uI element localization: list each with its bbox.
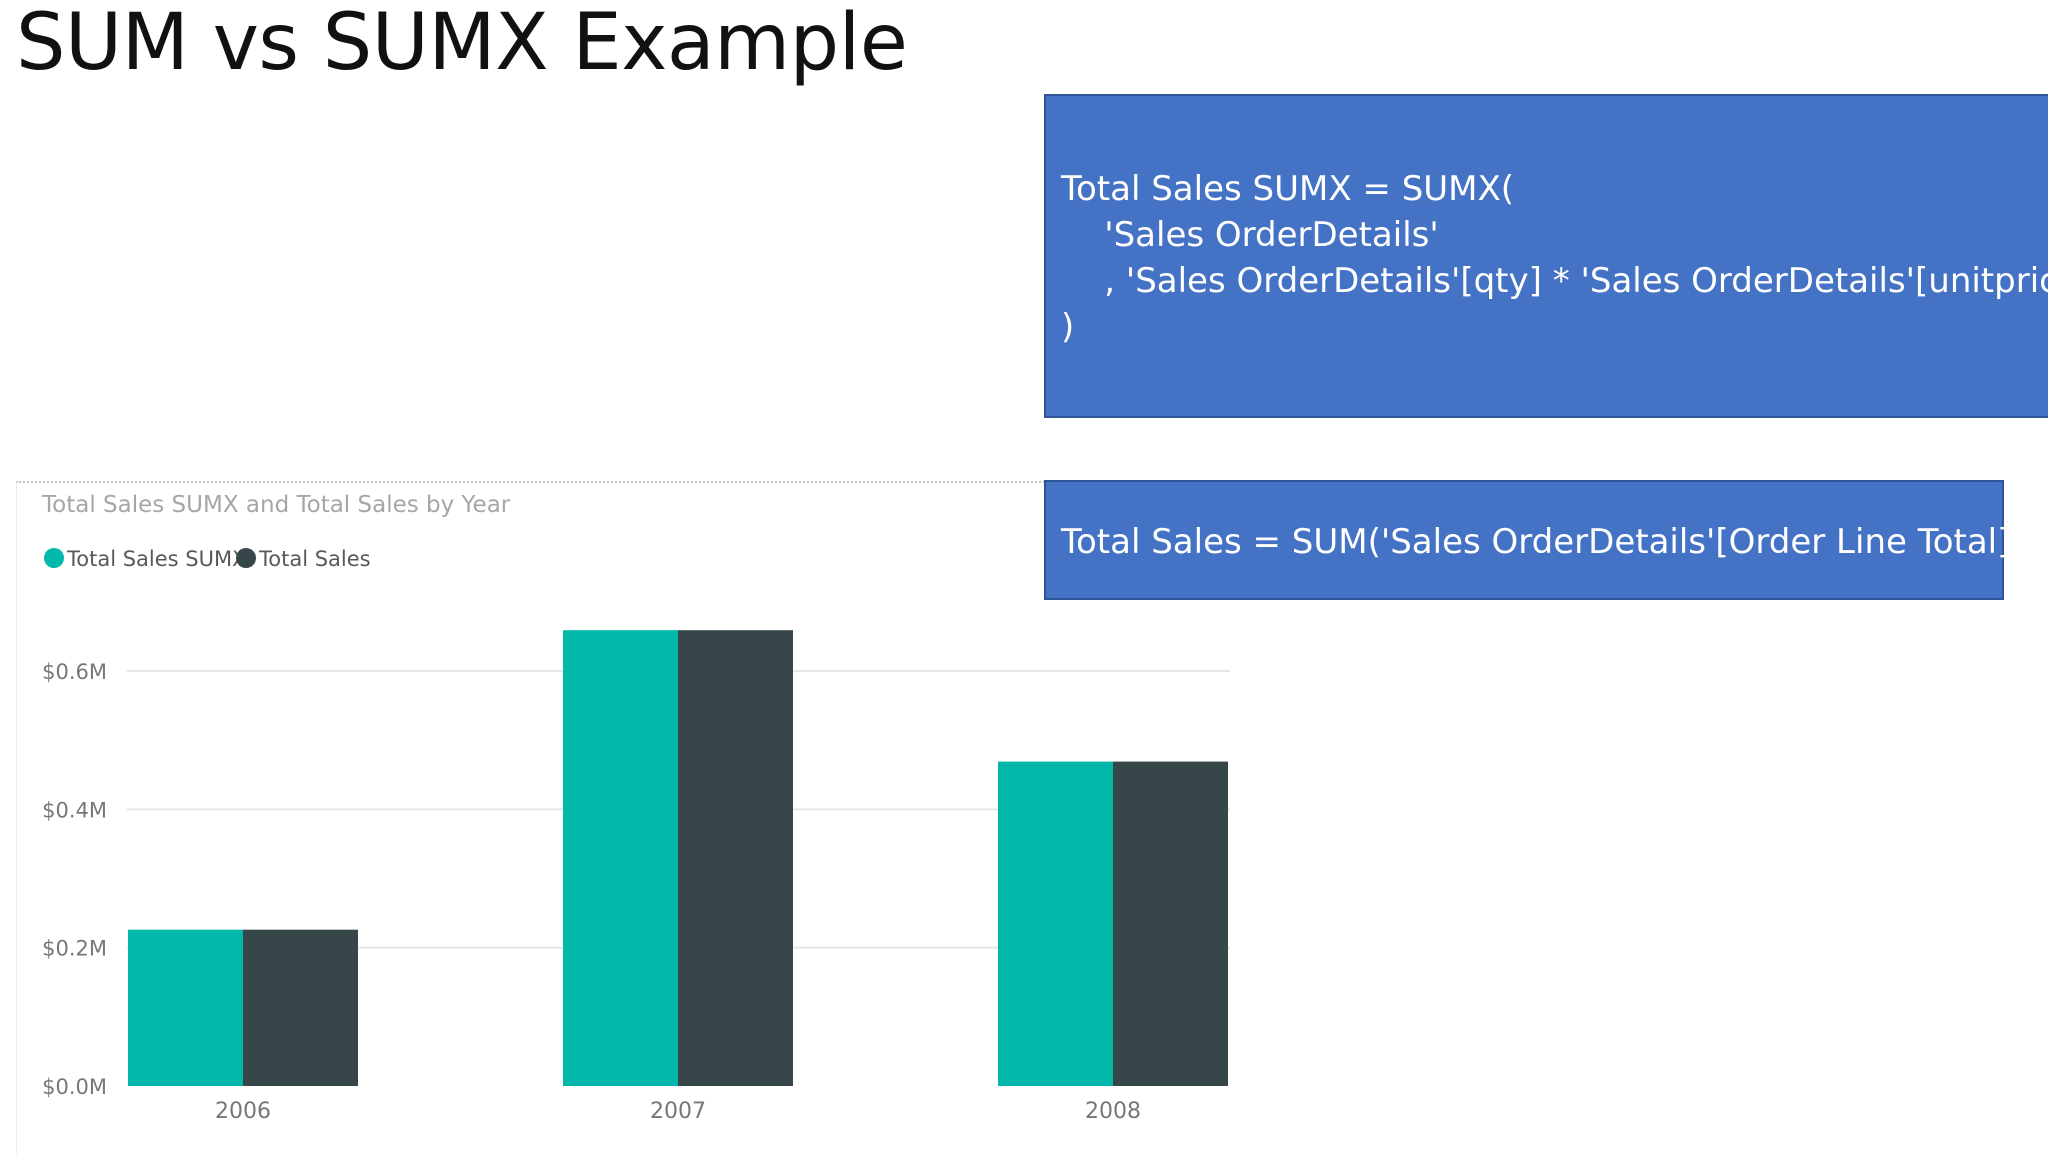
sumx-formula-line: Total Sales SUMX = SUMX( bbox=[1061, 169, 1515, 209]
y-tick-label: $0.6M bbox=[42, 660, 107, 684]
legend-marker bbox=[44, 548, 64, 568]
bar-total-sales-sumx bbox=[998, 761, 1113, 1086]
x-tick-label: 2006 bbox=[215, 1099, 271, 1124]
sum-formula-box: Total Sales = SUM('Sales OrderDetails'[O… bbox=[1044, 480, 2024, 600]
y-tick-label: $0.4M bbox=[42, 798, 107, 822]
legend-label: Total Sales SUMX bbox=[66, 547, 247, 571]
sumx-formula-line: ) bbox=[1061, 307, 1075, 347]
chart-visual-frame[interactable] bbox=[16, 481, 1045, 1154]
legend-marker bbox=[236, 548, 256, 568]
bar-total-sales bbox=[1113, 761, 1228, 1086]
bar-total-sales bbox=[243, 929, 358, 1086]
bar-total-sales-sumx bbox=[563, 630, 678, 1086]
x-tick-label: 2008 bbox=[1085, 1099, 1141, 1124]
x-tick-label: 2007 bbox=[650, 1099, 706, 1124]
sumx-formula-box: Total Sales SUMX = SUMX( 'Sales OrderDet… bbox=[1044, 94, 2048, 418]
sum-formula-line: Total Sales = SUM('Sales OrderDetails'[O… bbox=[1061, 522, 2024, 562]
sumx-formula-line: , 'Sales OrderDetails'[qty] * 'Sales Ord… bbox=[1061, 261, 2048, 301]
slide-title: SUM vs SUMX Example bbox=[16, 0, 908, 88]
legend-label: Total Sales bbox=[258, 547, 371, 571]
y-tick-label: $0.2M bbox=[42, 937, 107, 961]
sumx-formula-line: 'Sales OrderDetails' bbox=[1061, 215, 1439, 255]
y-tick-label: $0.0M bbox=[42, 1075, 107, 1099]
chart-title: Total Sales SUMX and Total Sales by Year bbox=[41, 492, 511, 518]
bar-total-sales bbox=[678, 630, 793, 1086]
bar-total-sales-sumx bbox=[128, 929, 243, 1086]
